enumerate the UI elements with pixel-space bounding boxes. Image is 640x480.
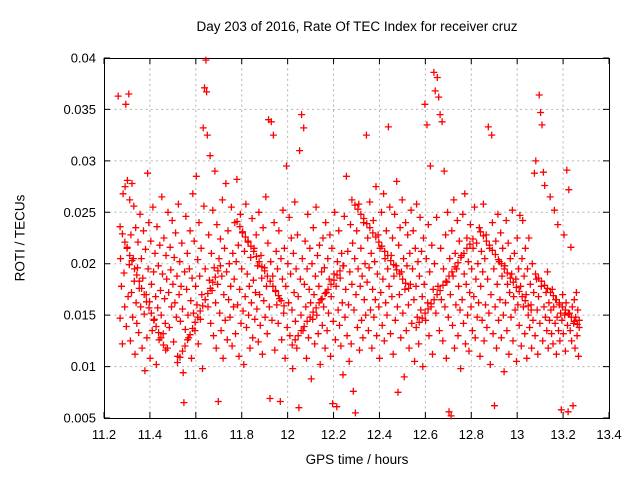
- y-tick-label: 0.015: [63, 308, 96, 323]
- x-tick-label: 11.6: [184, 427, 208, 442]
- x-tick-label: 13: [510, 427, 524, 442]
- x-tick-label: 13.2: [550, 427, 575, 442]
- y-tick-label: 0.03: [71, 153, 96, 168]
- grid-lines: [104, 58, 609, 418]
- x-tick-label: 12.8: [459, 427, 484, 442]
- plot-border: [104, 58, 610, 419]
- y-tick-label: 0.035: [63, 102, 96, 117]
- tick-marks: [103, 57, 610, 419]
- x-tick-label: 12.4: [367, 427, 392, 442]
- y-tick-label: 0.02: [71, 256, 96, 271]
- y-tick-label: 0.005: [63, 411, 96, 426]
- x-axis-label: GPS time / hours: [305, 452, 409, 467]
- x-tick-label: 13.4: [596, 427, 621, 442]
- x-tick-label: 11.4: [138, 427, 162, 442]
- x-tick-label: 11.8: [230, 427, 254, 442]
- y-tick-label: 0.04: [71, 51, 96, 66]
- x-tick-label: 12.6: [413, 427, 438, 442]
- chart-title: Day 203 of 2016, Rate Of TEC Index for r…: [196, 19, 518, 34]
- scatter-points: [114, 56, 583, 420]
- x-tick-label: 12: [280, 427, 294, 442]
- x-tick-label: 11.2: [92, 427, 116, 442]
- y-axis-label: ROTI / TECUs: [12, 194, 28, 282]
- y-tick-label: 0.01: [71, 359, 96, 374]
- y-tick-label: 0.025: [63, 205, 96, 220]
- x-tick-label: 12.2: [321, 427, 346, 442]
